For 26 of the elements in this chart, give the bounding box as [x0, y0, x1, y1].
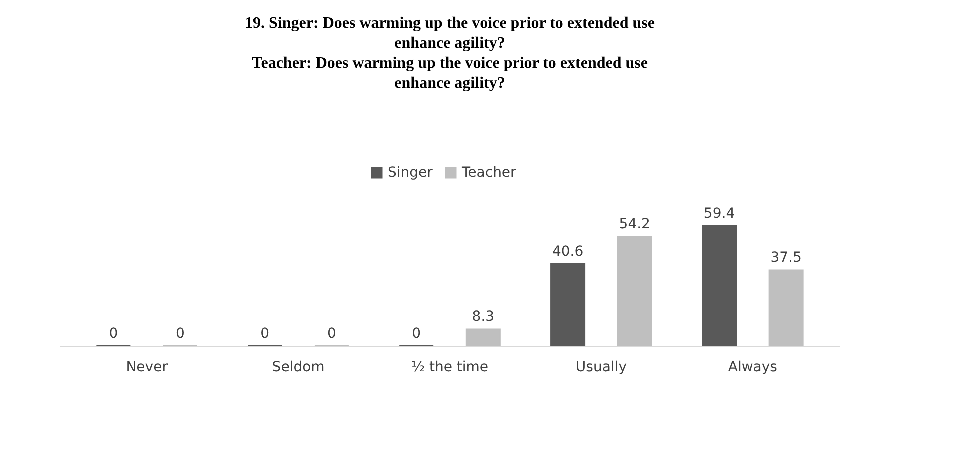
- bar: [617, 236, 652, 346]
- legend-label: Singer: [388, 165, 434, 181]
- text: enhance agility?: [394, 35, 506, 52]
- data-label: 0: [412, 326, 422, 342]
- x-tick-label: ½ the time: [411, 360, 489, 376]
- data-label: 59.4: [704, 206, 736, 222]
- data-label: 37.5: [770, 250, 802, 266]
- bar: [550, 263, 586, 346]
- text: Teacher: Does warming up the voice prior to extended use: [252, 55, 648, 72]
- text: 19. Singer: Does warming up the voice prior to extended use: [245, 15, 655, 32]
- bar: [466, 328, 501, 346]
- data-label: 0: [176, 326, 185, 342]
- data-label: 54.2: [619, 216, 650, 233]
- x-tick-label: Seldom: [272, 360, 325, 376]
- legend-label: Teacher: [461, 165, 517, 181]
- data-label: 8.3: [472, 309, 495, 326]
- x-tick-label: Usually: [576, 360, 627, 376]
- data-label: 40.6: [552, 244, 584, 260]
- x-tick-label: Always: [728, 360, 778, 376]
- data-label: 0: [327, 326, 336, 342]
- bar: [702, 226, 738, 346]
- data-label: 0: [260, 326, 270, 342]
- text: enhance agility?: [394, 75, 506, 92]
- data-label: 0: [109, 326, 118, 342]
- bar: [768, 270, 804, 346]
- x-tick-label: Never: [126, 360, 168, 376]
